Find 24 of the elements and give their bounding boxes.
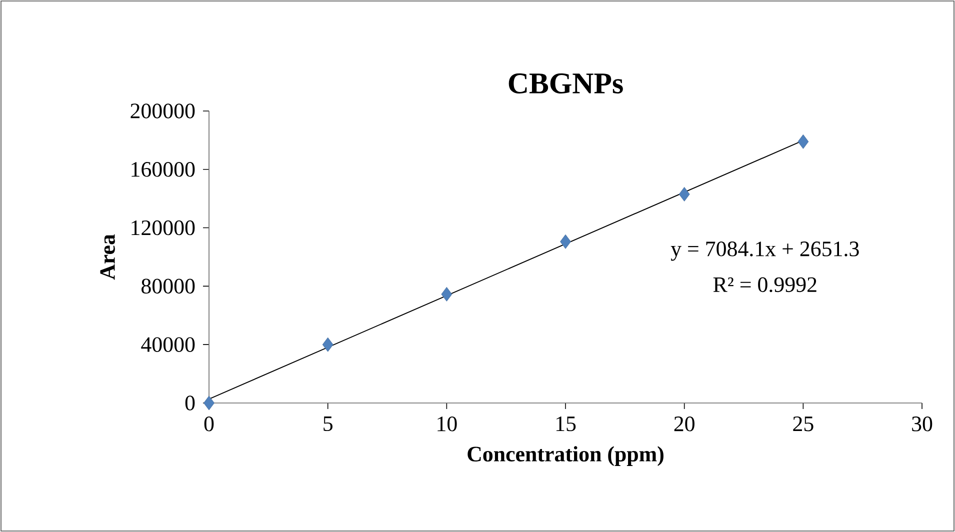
x-tick-label: 30 bbox=[912, 416, 932, 432]
y-tick-label: 120000 bbox=[132, 220, 195, 236]
y-axis-title: Area bbox=[100, 234, 115, 280]
y-tick-label: 200000 bbox=[130, 104, 195, 118]
y-tick-label: 0 bbox=[185, 396, 195, 410]
y-tick-label: 80000 bbox=[142, 278, 195, 294]
point bbox=[678, 187, 690, 202]
x-tick-label: 20 bbox=[674, 416, 694, 432]
point bbox=[441, 287, 452, 302]
point bbox=[322, 337, 334, 352]
chart-title: CBGNPs bbox=[508, 73, 623, 94]
point bbox=[204, 396, 214, 410]
x-tick-label: 15 bbox=[556, 416, 576, 432]
annotation: y = 7084.1x + 2651.3 bbox=[670, 241, 859, 261]
point bbox=[798, 134, 809, 149]
point bbox=[560, 234, 571, 249]
annotation: R² = 0.9992 bbox=[713, 277, 816, 292]
x-tick-label: 25 bbox=[793, 416, 814, 432]
x-tick-label: 5 bbox=[324, 416, 332, 432]
y-tick-label: 40000 bbox=[141, 337, 195, 352]
x-axis-title: Concentration (ppm) bbox=[468, 446, 664, 466]
x-tick-label: 10 bbox=[438, 416, 457, 432]
y-tick-label: 160000 bbox=[132, 162, 195, 177]
x-tick-label: 0 bbox=[204, 416, 214, 432]
